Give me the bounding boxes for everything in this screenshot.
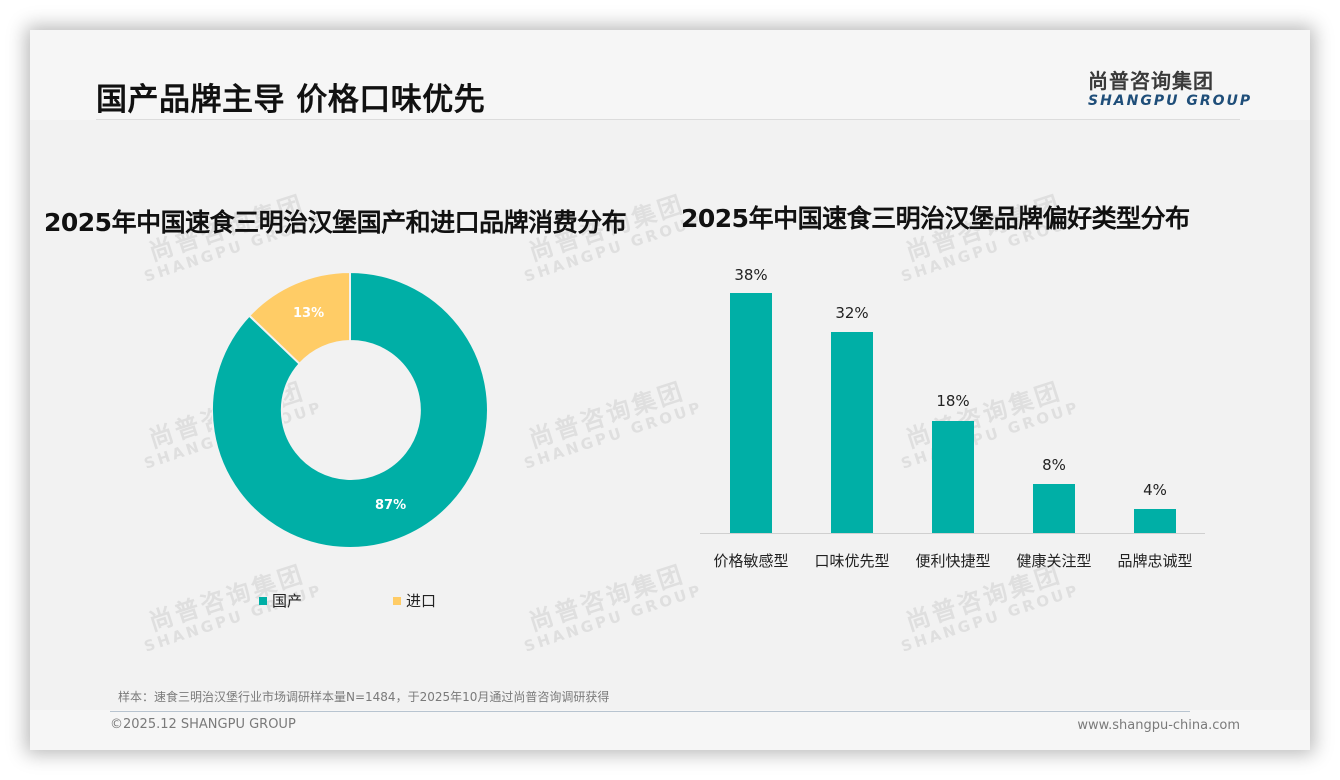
donut-chart-title: 2025年中国速食三明治汉堡国产和进口品牌消费分布 (44, 208, 627, 237)
legend-label: 国产 (272, 592, 303, 610)
legend-swatch-yellow (393, 596, 401, 605)
logo-text-en: SHANGPU GROUP (1088, 93, 1253, 109)
donut-svg (210, 270, 489, 549)
legend-item-imported: 进口 (393, 590, 436, 611)
bar-category-label: 口味优先型 (814, 552, 890, 570)
header-band (30, 30, 1310, 120)
bar-brand-loyal (1134, 509, 1176, 533)
company-logo: 尚普咨询集团 SHANGPU GROUP (1088, 65, 1252, 109)
header-divider (96, 119, 1240, 120)
bar-category-label: 健康关注型 (1016, 552, 1092, 570)
page-title: 国产品牌主导 价格口味优先 (96, 82, 486, 118)
bar-price-sensitive (730, 293, 772, 533)
bar-category-label: 价格敏感型 (713, 552, 789, 570)
footer-divider (110, 711, 1190, 712)
copyright: ©2025.12 SHANGPU GROUP (110, 717, 296, 732)
donut-chart: 13% 87% (210, 270, 489, 549)
bar-value-label: 18% (936, 392, 970, 410)
donut-slice-imported (247, 270, 351, 366)
bar-chart-title: 2025年中国速食三明治汉堡品牌偏好类型分布 (681, 204, 1190, 233)
slide: 尚普咨询集团 SHANGPU GROUP 尚普咨询集团 SHANGPU GROUP … (30, 30, 1310, 750)
sample-note: 样本：速食三明治汉堡行业市场调研样本量N=1484，于2025年10月通过尚普咨… (118, 690, 610, 704)
website-link[interactable]: www.shangpu-china.com (1077, 718, 1240, 733)
bar-convenience (932, 421, 974, 533)
bar-taste-first (831, 332, 873, 533)
donut-slice-domestic (210, 270, 489, 549)
bar-value-label: 8% (1042, 456, 1066, 474)
bar-category-label: 便利快捷型 (915, 552, 991, 570)
bar-value-label: 32% (835, 304, 869, 322)
footer-band (30, 710, 1310, 750)
x-axis-line (700, 533, 1205, 534)
legend-label: 进口 (406, 592, 437, 610)
logo-text-cn: 尚普咨询集团 (1088, 69, 1214, 93)
bar-value-label: 4% (1143, 481, 1167, 499)
bar-health (1033, 484, 1075, 533)
bar-category-label: 品牌忠诚型 (1117, 552, 1193, 570)
bar-value-label: 38% (734, 266, 768, 284)
legend-swatch-teal (259, 596, 267, 605)
donut-label-imported: 13% (293, 306, 325, 321)
legend-item-domestic: 国产 (259, 590, 302, 611)
donut-label-domestic: 87% (375, 498, 407, 513)
